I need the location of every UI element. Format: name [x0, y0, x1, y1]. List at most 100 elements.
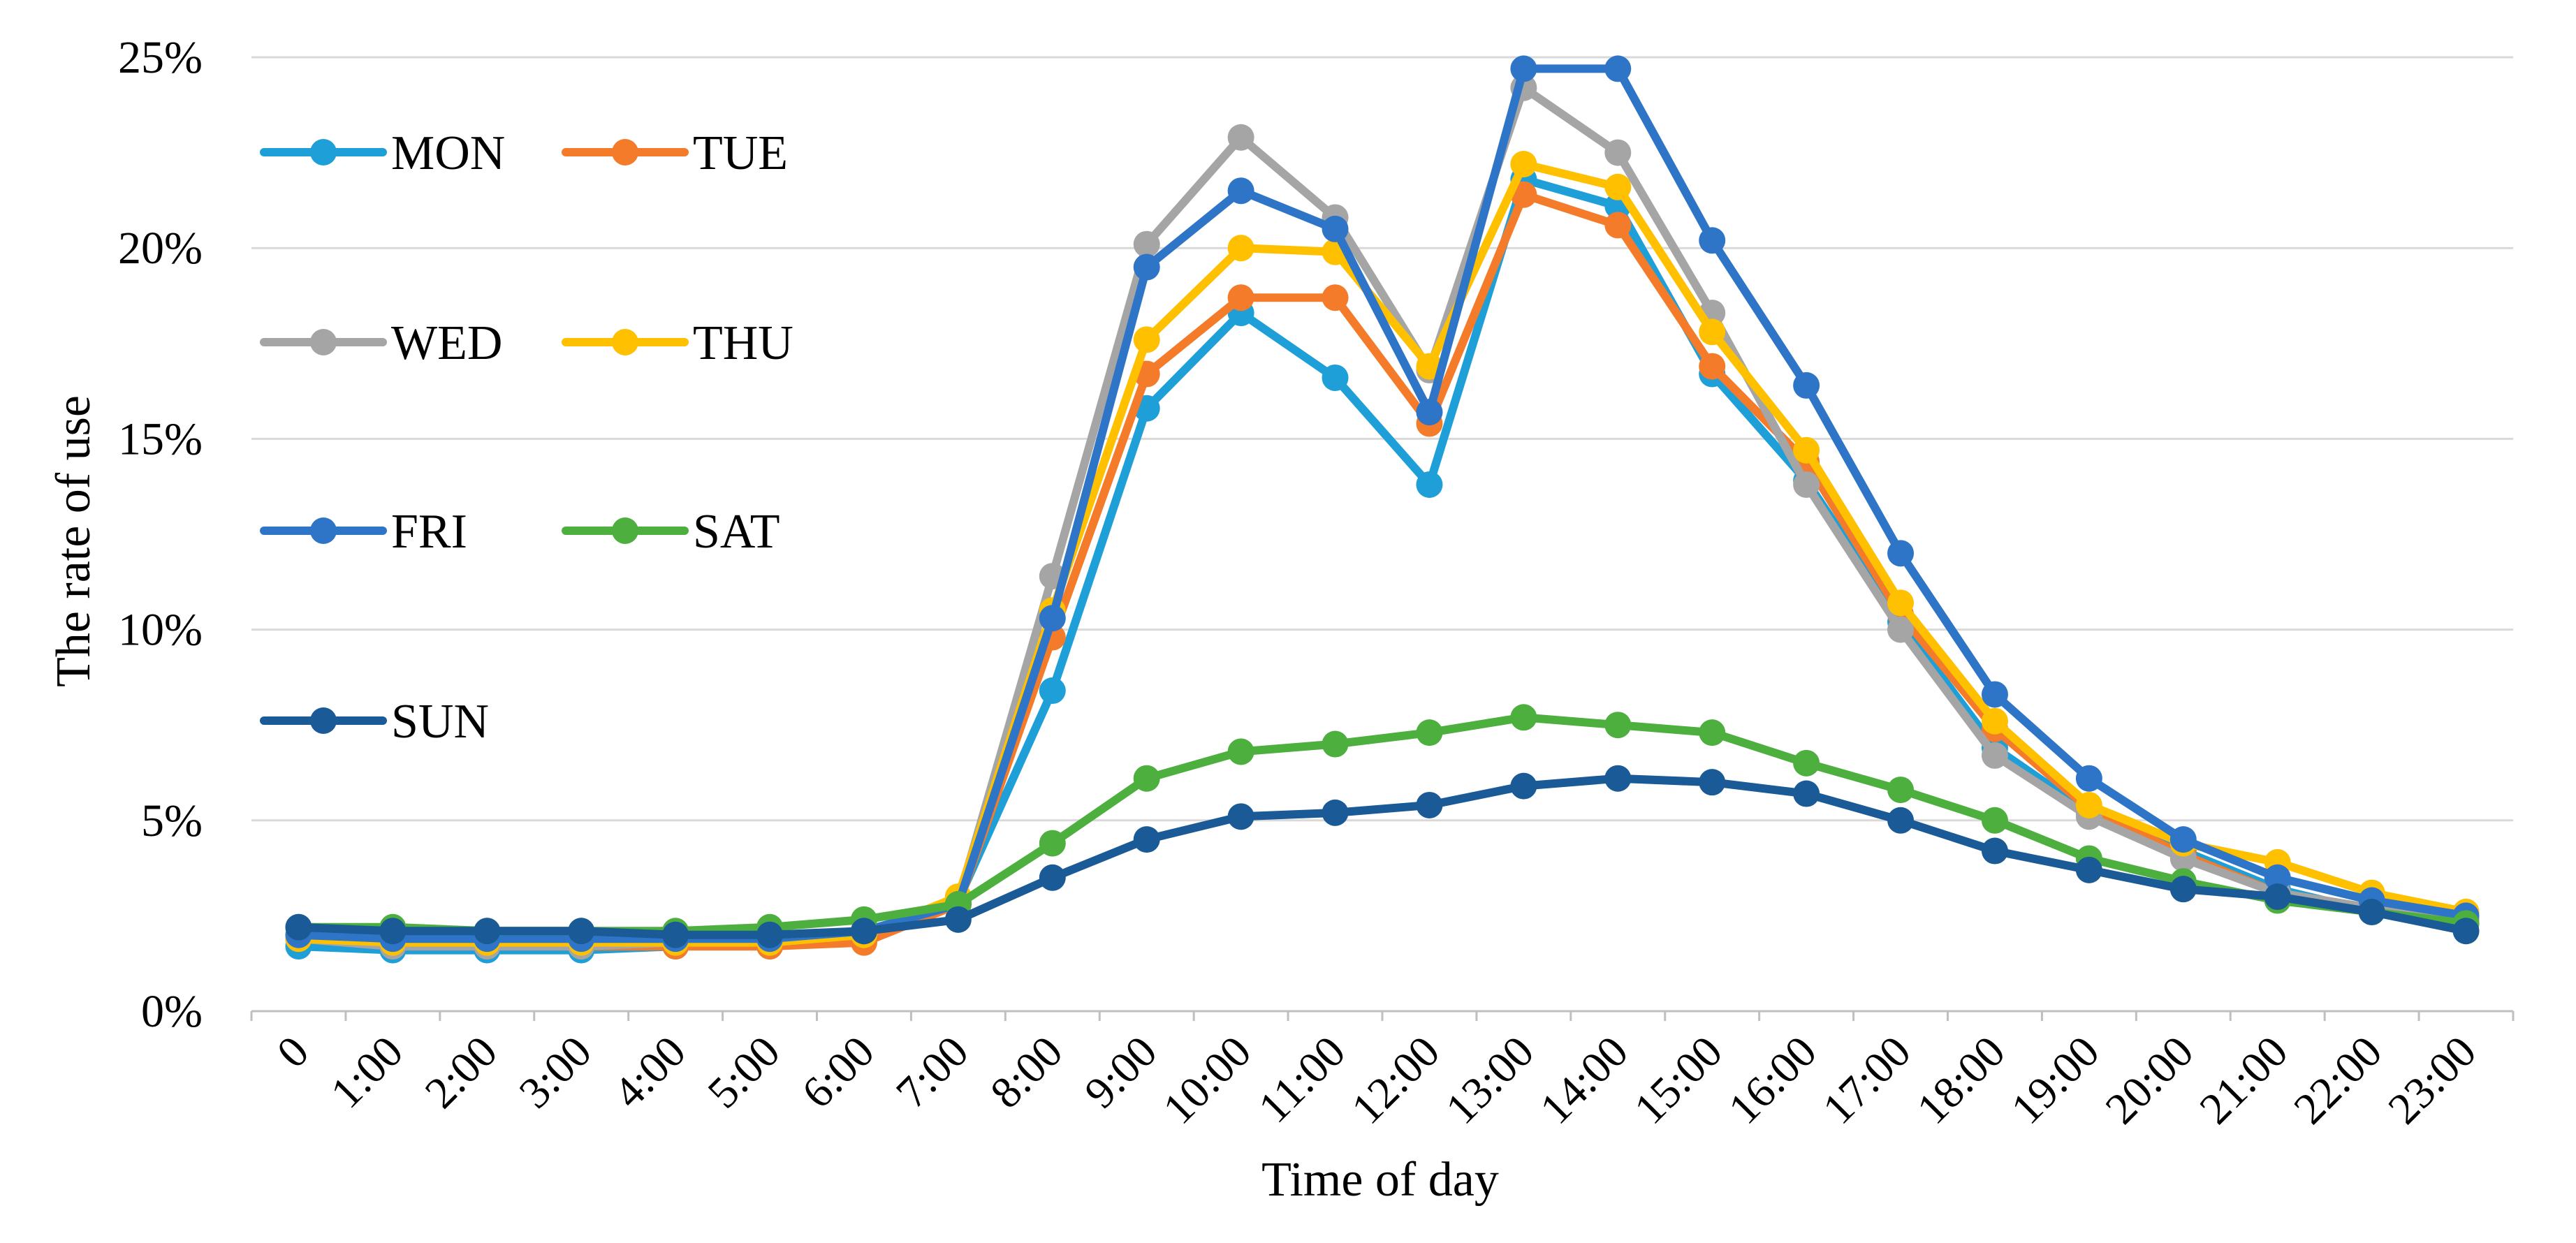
- data-point: [2075, 856, 2102, 883]
- data-point: [2075, 765, 2102, 792]
- data-point: [850, 918, 877, 945]
- data-point: [1133, 765, 1160, 792]
- data-point: [1322, 364, 1349, 391]
- legend-item-fri: FRI: [260, 505, 467, 559]
- data-point: [944, 906, 972, 933]
- data-point: [474, 918, 501, 945]
- data-point: [285, 913, 312, 941]
- data-point: [1604, 212, 1632, 239]
- data-point: [662, 921, 689, 948]
- y-axis-title: The rate of use: [47, 395, 101, 687]
- y-tick-label: 15%: [118, 413, 203, 464]
- data-point: [2169, 876, 2197, 903]
- data-point: [1416, 791, 1443, 818]
- data-point: [1322, 730, 1349, 758]
- data-point: [2264, 883, 2291, 911]
- data-point: [1510, 704, 1537, 731]
- data-point: [1604, 55, 1632, 82]
- legend-label: THU: [693, 316, 793, 370]
- data-point: [1039, 605, 1066, 632]
- legend-label: MON: [391, 126, 505, 180]
- data-point: [1981, 837, 2008, 865]
- data-point: [1604, 712, 1632, 739]
- series-line: [294, 774, 2471, 939]
- data-point: [1133, 826, 1160, 853]
- legend-label: SAT: [693, 505, 780, 559]
- data-point: [1981, 742, 2008, 769]
- legend-item-thu: THU: [562, 316, 793, 370]
- y-tick-label: 10%: [118, 605, 203, 656]
- legend-swatch-marker: [310, 517, 337, 544]
- legend-swatch-marker: [310, 329, 337, 355]
- data-point: [2075, 791, 2102, 818]
- data-point: [1699, 227, 1726, 254]
- y-tick-label: 25%: [118, 32, 203, 83]
- data-point: [1887, 540, 1915, 567]
- data-point: [1510, 772, 1537, 800]
- data-point: [1227, 124, 1254, 151]
- data-point: [2264, 864, 2291, 891]
- data-point: [1699, 318, 1726, 346]
- y-tick-label: 20%: [118, 223, 203, 274]
- data-point: [1227, 803, 1254, 830]
- legend-swatch-marker: [612, 517, 638, 544]
- legend-label: WED: [391, 316, 502, 370]
- data-point: [1793, 372, 1820, 399]
- data-point: [1699, 769, 1726, 796]
- data-point: [1887, 777, 1915, 804]
- data-point: [1604, 139, 1632, 166]
- data-point: [1510, 55, 1537, 82]
- data-point: [1887, 807, 1915, 834]
- series-lines: [285, 55, 2480, 964]
- y-tick-label: 0%: [141, 986, 203, 1037]
- data-point: [1416, 719, 1443, 746]
- legend-label: SUN: [391, 695, 489, 749]
- data-point: [1604, 173, 1632, 200]
- data-point: [1981, 807, 2008, 834]
- data-point: [1133, 253, 1160, 281]
- data-point: [1604, 765, 1632, 792]
- data-point: [379, 918, 407, 945]
- data-point: [1699, 719, 1726, 746]
- data-point: [1039, 864, 1066, 891]
- data-point: [1322, 799, 1349, 826]
- series-sun: [285, 765, 2480, 948]
- data-point: [1793, 780, 1820, 807]
- legend-item-wed: WED: [260, 316, 502, 370]
- data-point: [1133, 230, 1160, 258]
- data-point: [1039, 677, 1066, 705]
- data-point: [1416, 399, 1443, 426]
- legend-item-tue: TUE: [562, 126, 788, 180]
- legend: MON TUE WED THU FRI SAT SUN: [260, 126, 793, 749]
- data-point: [1227, 738, 1254, 765]
- data-point: [1981, 681, 2008, 708]
- legend-item-sun: SUN: [260, 695, 489, 749]
- legend-swatch-marker: [310, 139, 337, 166]
- data-point: [1887, 589, 1915, 617]
- data-point: [1416, 471, 1443, 498]
- legend-label: FRI: [391, 505, 467, 559]
- series-line: [294, 64, 2471, 943]
- data-point: [568, 918, 595, 945]
- x-axis-title: Time of day: [1261, 1153, 1499, 1207]
- data-point: [1322, 284, 1349, 311]
- legend-label: TUE: [693, 126, 788, 180]
- legend-item-sat: SAT: [562, 505, 780, 559]
- data-point: [1887, 616, 1915, 643]
- data-point: [2169, 826, 2197, 853]
- y-axis-ticks: 0% 5% 10% 15% 20% 25%: [118, 32, 203, 1037]
- data-point: [2358, 898, 2385, 925]
- legend-swatch-marker: [612, 139, 638, 166]
- data-point: [1227, 235, 1254, 262]
- data-point: [1510, 150, 1537, 177]
- data-point: [1227, 284, 1254, 311]
- legend-swatch-marker: [310, 707, 337, 734]
- data-point: [756, 921, 784, 948]
- data-point: [1981, 707, 2008, 735]
- data-point: [2452, 918, 2480, 945]
- legend-item-mon: MON: [260, 126, 505, 180]
- data-point: [1039, 830, 1066, 857]
- data-point: [1133, 326, 1160, 353]
- data-point: [1793, 749, 1820, 777]
